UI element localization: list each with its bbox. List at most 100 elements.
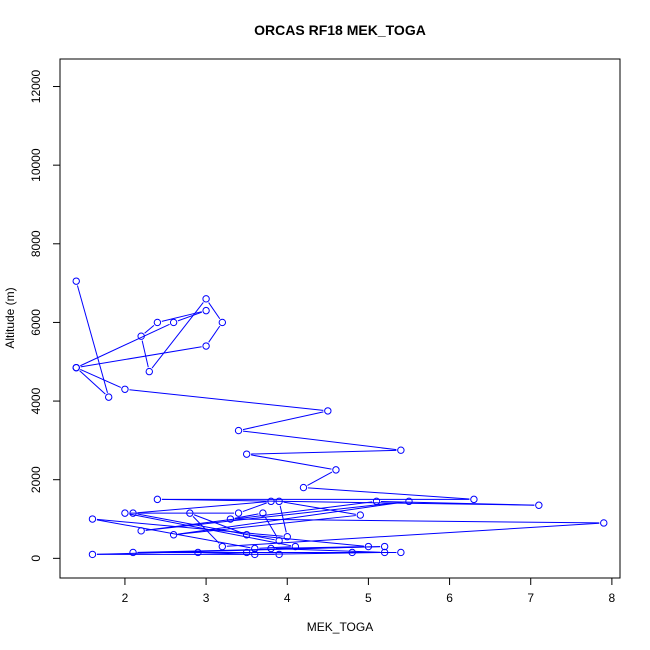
series-segment xyxy=(193,514,243,534)
data-point xyxy=(324,407,332,415)
series-segment xyxy=(234,513,259,519)
data-point xyxy=(380,542,389,551)
data-point xyxy=(218,318,227,327)
series-segment xyxy=(251,449,397,455)
data-point xyxy=(251,544,259,553)
series-mek-toga xyxy=(72,277,608,559)
series-segment xyxy=(283,501,356,515)
data-point xyxy=(137,332,145,340)
series-segment xyxy=(96,519,251,549)
data-point xyxy=(121,509,129,517)
data-point xyxy=(348,548,356,557)
series-segment xyxy=(129,389,324,411)
data-point xyxy=(234,509,243,517)
y-tick-label: 2000 xyxy=(29,466,43,493)
data-point xyxy=(169,318,178,327)
data-point xyxy=(405,497,413,506)
y-tick-label: 10000 xyxy=(29,148,43,182)
chart-title: ORCAS RF18 MEK_TOGA xyxy=(254,22,426,38)
y-tick-label: 8000 xyxy=(29,230,43,257)
series-segment xyxy=(161,311,202,322)
series-segment xyxy=(279,505,287,533)
data-point xyxy=(226,515,235,523)
x-tick-label: 7 xyxy=(527,591,534,605)
series-segment xyxy=(242,502,267,513)
data-point xyxy=(88,550,97,559)
data-point xyxy=(267,497,275,506)
data-point xyxy=(397,446,405,454)
data-point xyxy=(535,501,543,509)
data-point xyxy=(104,393,113,401)
data-point xyxy=(470,495,478,504)
data-point xyxy=(202,306,210,315)
data-point xyxy=(242,450,251,458)
series-segment xyxy=(177,311,203,322)
series-segment xyxy=(145,501,373,531)
series-segment xyxy=(79,370,106,395)
y-axis-label: Altitude (m) xyxy=(3,287,17,348)
x-tick-label: 5 xyxy=(365,591,372,605)
data-point xyxy=(364,542,373,551)
series-segment xyxy=(129,513,292,547)
series-segment xyxy=(80,346,202,368)
data-point xyxy=(129,548,137,557)
series-segment xyxy=(192,516,220,544)
data-point xyxy=(380,548,389,557)
data-point xyxy=(275,497,283,506)
series-segment xyxy=(242,430,397,451)
series-segment xyxy=(141,340,149,368)
data-point xyxy=(600,519,608,527)
data-point xyxy=(137,527,145,535)
data-point xyxy=(234,426,243,435)
data-point xyxy=(242,548,251,557)
data-point xyxy=(275,536,283,545)
series-segment xyxy=(96,546,381,555)
data-point xyxy=(218,542,227,551)
data-point xyxy=(153,495,162,504)
series-segment xyxy=(151,302,204,369)
series-segment xyxy=(251,534,364,547)
series-segment xyxy=(96,518,283,537)
data-point xyxy=(299,483,308,492)
series-segment xyxy=(251,454,332,470)
x-tick-label: 2 xyxy=(122,591,129,605)
data-point xyxy=(72,363,80,372)
data-point xyxy=(242,531,251,539)
data-point xyxy=(291,542,300,551)
y-tick-label: 6000 xyxy=(29,309,43,336)
x-tick-label: 4 xyxy=(284,591,291,605)
series-segment xyxy=(144,324,155,334)
data-point xyxy=(275,550,283,559)
data-point xyxy=(186,509,194,517)
data-point xyxy=(202,295,210,303)
series-segment xyxy=(226,522,600,547)
series-segment xyxy=(381,500,535,506)
x-axis-label: MEK_TOGA xyxy=(307,620,373,634)
series-segment xyxy=(264,516,278,538)
data-point xyxy=(332,466,340,474)
series-segment xyxy=(161,498,535,506)
y-tick-label: 12000 xyxy=(29,70,43,104)
data-point xyxy=(153,318,162,327)
data-point xyxy=(194,548,202,557)
data-point xyxy=(88,515,97,523)
data-point xyxy=(251,550,259,559)
data-point xyxy=(397,548,405,557)
series-segment xyxy=(208,325,221,343)
series-segment xyxy=(307,471,333,486)
series-segment xyxy=(145,501,405,531)
data-point xyxy=(129,509,137,517)
data-point xyxy=(259,509,267,517)
data-point xyxy=(356,511,364,519)
data-point xyxy=(121,385,129,393)
series-segment xyxy=(137,501,267,514)
x-tick-label: 3 xyxy=(203,591,210,605)
y-axis: 0 2000 4000 6000 8000 10000 12000 xyxy=(29,70,61,562)
series-segment xyxy=(234,518,600,524)
data-point xyxy=(145,367,153,376)
data-point xyxy=(72,277,80,285)
data-point xyxy=(169,531,178,539)
x-tick-label: 6 xyxy=(446,591,453,605)
series-segment xyxy=(307,487,470,500)
